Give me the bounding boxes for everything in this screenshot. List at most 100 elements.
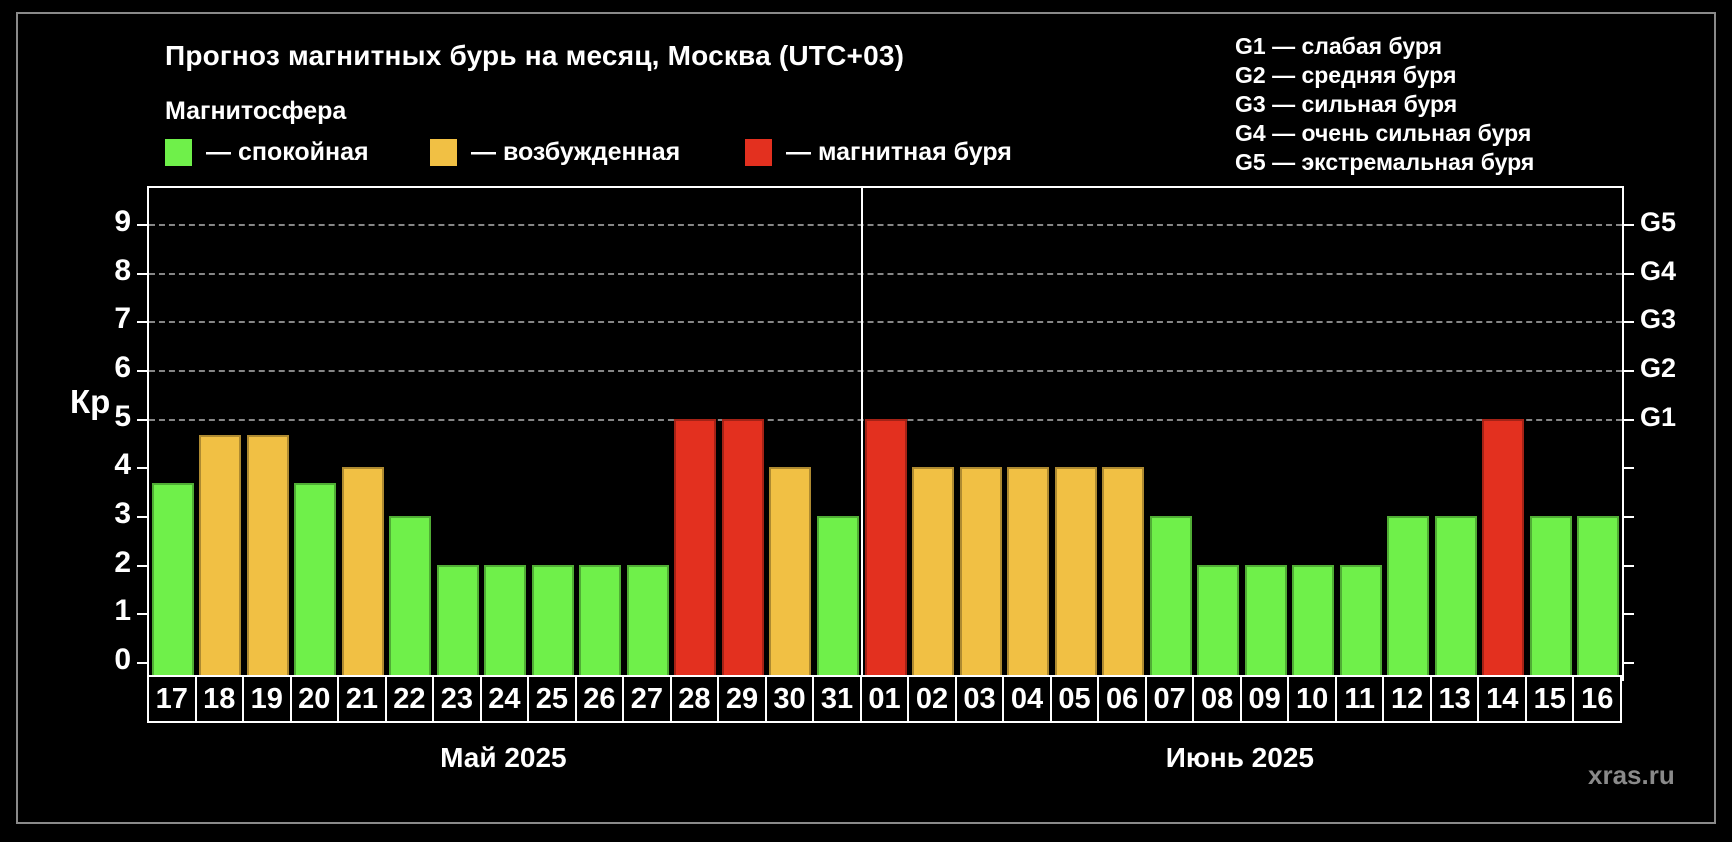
kp-bar-18	[199, 434, 242, 679]
g-legend-line: G2 — средняя буря	[1235, 62, 1457, 88]
right-axis-tick	[1622, 369, 1634, 372]
legend-item-quiet: — спокойная	[165, 138, 369, 167]
kp-bar-28	[674, 418, 717, 679]
right-axis-tick	[1622, 564, 1634, 567]
day-cell: 10	[1287, 675, 1337, 723]
y-tick-label: 7	[114, 302, 131, 336]
day-cell: 05	[1049, 675, 1100, 723]
legend-item-label: — возбужденная	[471, 138, 681, 166]
month-divider	[860, 188, 863, 679]
y-tick-label: 4	[114, 448, 131, 482]
magnetosphere-legend-title: Магнитосфера	[165, 97, 347, 125]
kp-bar-26	[579, 564, 622, 679]
kp-bar-03	[959, 467, 1002, 679]
left-axis-tick	[137, 418, 149, 421]
day-cell: 12	[1382, 675, 1432, 723]
kp-bar-22	[389, 516, 432, 679]
left-axis-tick	[137, 369, 149, 372]
day-cell: 14	[1477, 675, 1527, 723]
plot-area	[137, 186, 1634, 681]
gridline-kp6	[149, 369, 1622, 372]
right-axis-tick	[1622, 662, 1634, 664]
day-cell: 19	[242, 675, 292, 723]
quiet-swatch-icon	[165, 139, 192, 166]
y-axis-label: Кр	[70, 383, 111, 420]
day-cell: 02	[907, 675, 957, 723]
kp-bar-02	[912, 467, 955, 679]
day-cell: 16	[1572, 675, 1622, 723]
day-cell: 23	[432, 675, 482, 723]
outer-frame	[16, 12, 1716, 824]
kp-bar-25	[531, 564, 574, 679]
y-tick-label: 5	[114, 399, 131, 433]
g-legend-line: G5 — экстремальная буря	[1235, 149, 1535, 175]
kp-bar-17	[151, 483, 194, 679]
unsettled-swatch-icon	[430, 139, 457, 166]
day-cell: 01	[859, 675, 910, 723]
day-cell: 11	[1334, 675, 1385, 723]
kp-bar-08	[1197, 564, 1240, 679]
watermark: xras.ru	[1588, 760, 1675, 790]
kp-bar-04	[1007, 467, 1050, 679]
kp-bar-30	[769, 467, 812, 679]
left-axis-tick	[137, 223, 149, 226]
day-cell: 18	[194, 675, 245, 723]
day-cell: 28	[669, 675, 720, 723]
day-cell: 31	[812, 675, 862, 723]
right-axis-tick	[1622, 515, 1634, 518]
kp-bar-11	[1339, 564, 1382, 679]
right-axis-tick	[1622, 223, 1634, 226]
day-cell: 25	[527, 675, 577, 723]
y-tick-label: 2	[114, 545, 131, 579]
day-cell: 03	[954, 675, 1005, 723]
right-axis-tick	[1622, 418, 1634, 421]
kp-bar-21	[341, 467, 384, 679]
y-tick-label: 6	[114, 350, 131, 384]
day-cell: 07	[1144, 675, 1195, 723]
day-cell: 29	[717, 675, 767, 723]
day-cell: 09	[1239, 675, 1290, 723]
day-cell: 06	[1097, 675, 1147, 723]
legend-item-label: — магнитная буря	[786, 138, 1012, 166]
g-legend-line: G3 — сильная буря	[1235, 91, 1458, 117]
kp-bar-06	[1102, 467, 1145, 679]
g-axis-label: G2	[1640, 352, 1677, 383]
day-cell: 17	[147, 675, 197, 723]
gridline-kp7	[149, 321, 1622, 324]
g-scale-legend: G1 — слабая буря G2 — средняя буря G3 — …	[1235, 32, 1534, 177]
day-cell: 27	[622, 675, 672, 723]
left-axis-tick	[137, 515, 149, 518]
kp-bar-13	[1434, 516, 1477, 679]
g-axis-label: G1	[1640, 401, 1677, 432]
gridline-kp8	[149, 272, 1622, 275]
left-axis-tick	[137, 564, 149, 567]
right-axis-tick	[1622, 272, 1634, 275]
day-cell: 21	[337, 675, 387, 723]
kp-bar-16	[1577, 516, 1620, 679]
day-cell: 15	[1524, 675, 1575, 723]
kp-bar-10	[1292, 564, 1335, 679]
left-axis-tick	[137, 272, 149, 275]
gridline-kp9	[149, 223, 1622, 226]
kp-bar-27	[626, 564, 669, 679]
legend-item-storm: — магнитная буря	[745, 138, 1012, 167]
left-axis-tick	[137, 467, 149, 470]
y-tick-label: 1	[114, 594, 131, 628]
left-axis-tick	[137, 613, 149, 616]
kp-bar-15	[1529, 516, 1572, 679]
right-axis-tick	[1622, 321, 1634, 324]
kp-bar-05	[1054, 467, 1097, 679]
legend-item-unsettled: — возбужденная	[430, 138, 680, 167]
day-cell: 20	[289, 675, 340, 723]
right-axis-tick	[1622, 613, 1634, 616]
kp-bar-29	[721, 418, 764, 679]
g-axis-label: G5	[1640, 206, 1677, 237]
kp-bar-23	[436, 564, 479, 679]
kp-bar-14	[1482, 418, 1525, 679]
g-legend-line: G1 — слабая буря	[1235, 33, 1443, 59]
kp-bar-19	[246, 434, 289, 679]
day-cell: 30	[764, 675, 815, 723]
storm-swatch-icon	[745, 139, 772, 166]
day-cell: 24	[479, 675, 530, 723]
